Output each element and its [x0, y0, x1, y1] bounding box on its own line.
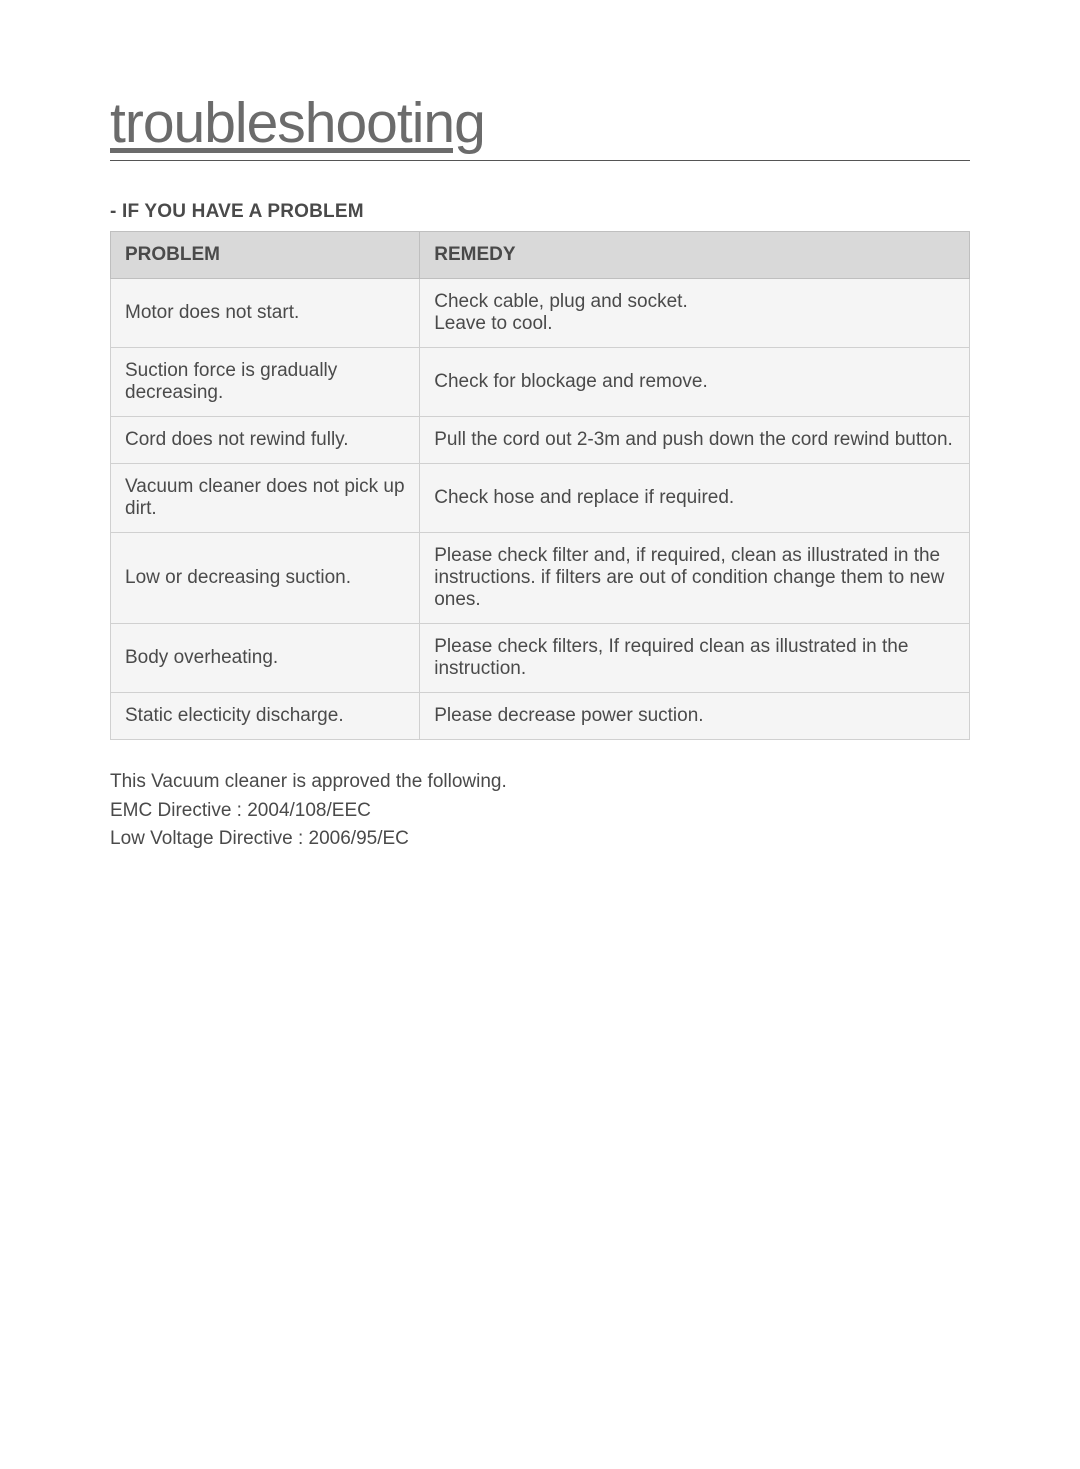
table-row: Motor does not start. Check cable, plug …: [111, 279, 970, 348]
cell-problem: Low or decreasing suction.: [111, 533, 420, 624]
section-subhead: - IF YOU HAVE A PROBLEM: [110, 201, 970, 223]
table-header-row: PROBLEM REMEDY: [111, 232, 970, 279]
col-header-problem: PROBLEM: [111, 232, 420, 279]
cell-problem: Suction force is gradually decreasing.: [111, 348, 420, 417]
cell-remedy: Please check filters, If required clean …: [420, 624, 970, 693]
table-row: Vacuum cleaner does not pick up dirt. Ch…: [111, 464, 970, 533]
cell-remedy: Please decrease power suction.: [420, 693, 970, 740]
cell-remedy: Pull the cord out 2-3m and push down the…: [420, 417, 970, 464]
footer-line: EMC Directive : 2004/108/EEC: [110, 797, 970, 826]
cell-remedy: Check hose and replace if required.: [420, 464, 970, 533]
cell-problem: Cord does not rewind fully.: [111, 417, 420, 464]
col-header-remedy: REMEDY: [420, 232, 970, 279]
table-row: Static electicity discharge. Please decr…: [111, 693, 970, 740]
table-row: Low or decreasing suction. Please check …: [111, 533, 970, 624]
cell-remedy: Check for blockage and remove.: [420, 348, 970, 417]
cell-problem: Body overheating.: [111, 624, 420, 693]
cell-remedy: Check cable, plug and socket.Leave to co…: [420, 279, 970, 348]
page-title: troubleshooting: [110, 90, 970, 156]
footer-line: Low Voltage Directive : 2006/95/EC: [110, 825, 970, 854]
footer-line: This Vacuum cleaner is approved the foll…: [110, 768, 970, 797]
table-row: Body overheating. Please check filters, …: [111, 624, 970, 693]
table-row: Suction force is gradually decreasing. C…: [111, 348, 970, 417]
table-row: Cord does not rewind fully. Pull the cor…: [111, 417, 970, 464]
cell-problem: Vacuum cleaner does not pick up dirt.: [111, 464, 420, 533]
footer-block: This Vacuum cleaner is approved the foll…: [110, 768, 970, 854]
cell-problem: Motor does not start.: [111, 279, 420, 348]
cell-remedy: Please check filter and, if required, cl…: [420, 533, 970, 624]
troubleshooting-table: PROBLEM REMEDY Motor does not start. Che…: [110, 231, 970, 740]
cell-problem: Static electicity discharge.: [111, 693, 420, 740]
